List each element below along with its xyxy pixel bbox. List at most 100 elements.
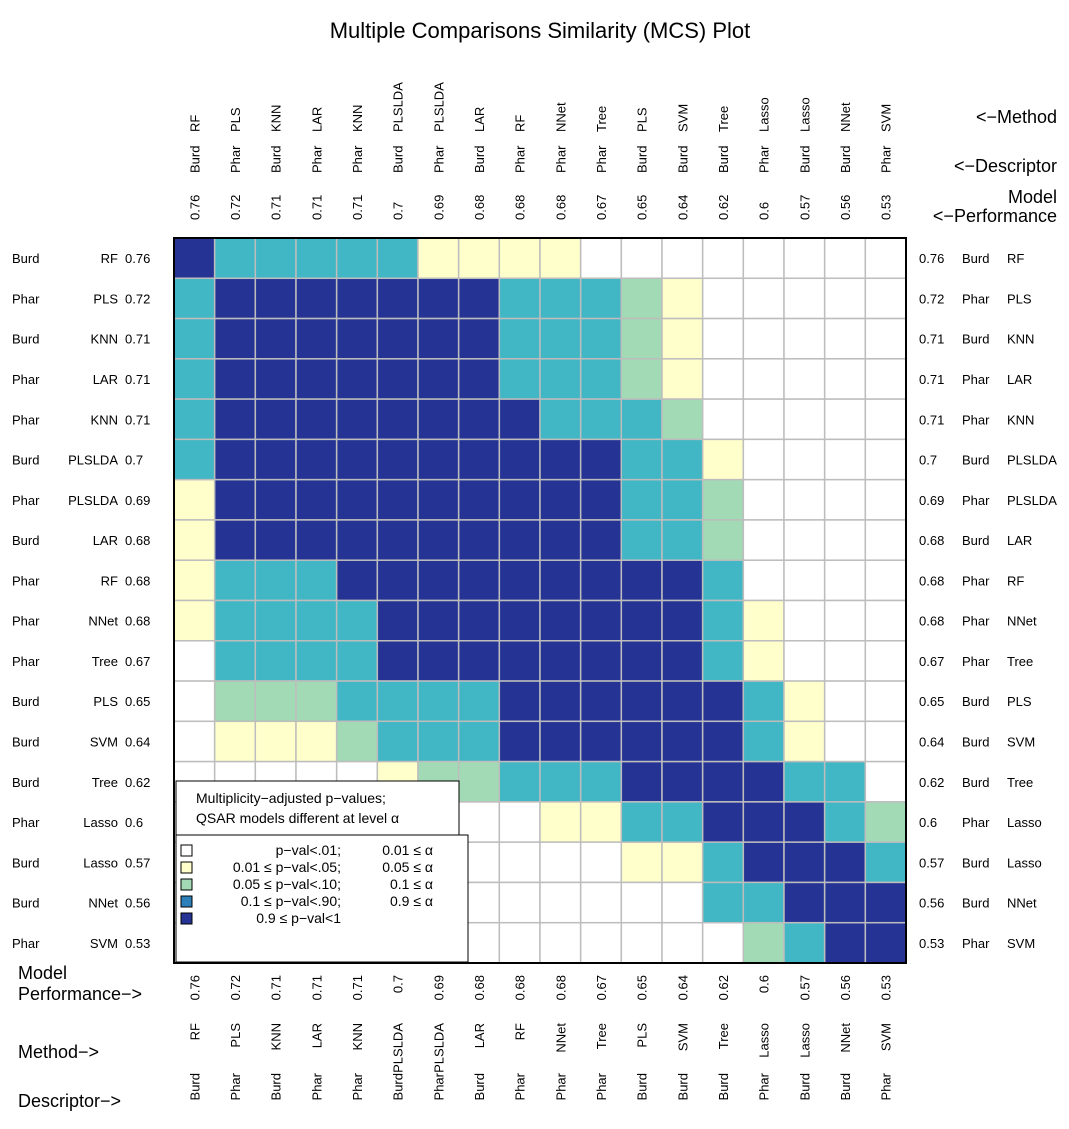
top-performance-label-4: 0.71 <box>350 195 365 220</box>
heatmap-cell-6-12 <box>661 478 704 521</box>
bottom-descriptor-label-9: Phar <box>553 1072 568 1100</box>
heatmap-cell-10-11 <box>620 640 663 682</box>
heatmap-cell-0-15 <box>783 237 826 280</box>
heatmap-cell-8-16 <box>823 559 867 602</box>
bottom-descriptor-label-8: Phar <box>513 1072 528 1100</box>
heatmap-cell-4-13 <box>701 398 745 441</box>
heatmap-cell-7-16 <box>823 519 867 561</box>
heatmap-cell-9-0 <box>173 599 216 642</box>
bottom-performance-label-5: 0.7 <box>391 975 406 993</box>
heatmap-cell-17-17 <box>864 921 907 964</box>
heatmap-cell-15-16 <box>823 841 867 884</box>
heatmap-cell-1-3 <box>295 277 338 320</box>
left-axis-labels: Burd RF 0.76 Phar PLS 0.72 Burd KNN 0.71 Phar LAR 0… <box>12 251 150 951</box>
left-method-label-1: PLS <box>93 291 118 306</box>
heatmap-cell-1-9 <box>539 277 582 320</box>
heatmap-cell-10-6 <box>417 640 460 682</box>
right-method-label-6: PLSLDA <box>1007 493 1057 508</box>
heatmap-cell-17-14 <box>742 921 785 964</box>
bottom-method-label-4: KNN <box>350 1023 365 1050</box>
heatmap-cell-7-10 <box>579 519 623 561</box>
right-method-label-3: LAR <box>1007 372 1032 387</box>
heatmap-cell-5-8 <box>498 438 541 481</box>
top-descriptor-label-6: Phar <box>431 145 446 173</box>
heatmap-cell-5-13 <box>701 438 745 481</box>
left-performance-label-16: 0.56 <box>125 896 150 911</box>
heatmap-cell-13-16 <box>823 760 867 803</box>
heatmap-cell-8-5 <box>376 559 419 602</box>
right-performance-label-11: 0.65 <box>919 694 944 709</box>
heatmap-cell-0-3 <box>295 237 338 280</box>
bottom-descriptor-label-2: Burd <box>269 1073 284 1100</box>
top-descriptor-label-7: Burd <box>472 146 487 173</box>
heatmap-cell-2-0 <box>173 317 216 360</box>
heatmap-cell-8-1 <box>213 559 257 602</box>
heatmap-cell-10-7 <box>457 640 501 682</box>
heatmap-cell-3-7 <box>457 358 501 400</box>
top-descriptor-label-1: Phar <box>228 145 243 173</box>
top-descriptor-label-2: Burd <box>269 146 284 173</box>
heatmap-cell-13-12 <box>661 760 704 803</box>
heatmap-cell-13-14 <box>742 760 785 803</box>
left-descriptor-label-17: Phar <box>12 936 40 951</box>
heatmap-cell-6-1 <box>213 478 257 521</box>
legend-swatch-2 <box>180 878 193 891</box>
heatmap-cell-7-14 <box>742 519 785 561</box>
heatmap-cell-4-6 <box>417 398 460 441</box>
heatmap-cell-0-11 <box>620 237 663 280</box>
heatmap-cell-15-12 <box>661 841 704 884</box>
left-method-label-5: PLSLDA <box>68 453 118 468</box>
heatmap-cell-1-16 <box>823 277 867 320</box>
left-performance-label-17: 0.53 <box>125 936 150 951</box>
top-performance-label-9: 0.68 <box>553 195 568 220</box>
legend-box <box>175 834 469 963</box>
heatmap-cell-0-16 <box>823 237 867 280</box>
heatmap-cell-0-5 <box>376 237 419 280</box>
heatmap-cell-9-2 <box>254 599 297 642</box>
left-method-label-10: Tree <box>92 654 118 669</box>
left-method-label-0: RF <box>101 251 118 266</box>
left-descriptor-label-0: Burd <box>12 251 39 266</box>
heatmap-cell-11-2 <box>254 680 297 723</box>
bottom-descriptor-label-11: Burd <box>635 1073 650 1100</box>
heatmap-cell-0-14 <box>742 237 785 280</box>
bottom-performance-label-7: 0.68 <box>472 975 487 1000</box>
bottom-method-label-8: RF <box>513 1023 528 1040</box>
right-performance-label-9: 0.68 <box>919 614 944 629</box>
heatmap-cell-0-0 <box>173 237 216 280</box>
heatmap-cell-7-17 <box>864 519 907 561</box>
heatmap-cell-8-11 <box>620 559 663 602</box>
heatmap-cell-4-15 <box>783 398 826 441</box>
heatmap-cell-0-6 <box>417 237 460 280</box>
left-method-label-9: NNet <box>88 614 118 629</box>
heatmap-cell-10-8 <box>498 640 541 682</box>
bottom-performance-label-4: 0.71 <box>350 975 365 1000</box>
top-performance-label-3: 0.71 <box>309 195 324 220</box>
heatmap-cell-9-5 <box>376 599 419 642</box>
heatmap-cell-7-15 <box>783 519 826 561</box>
left-performance-label-0: 0.76 <box>125 251 150 266</box>
top-performance-label-15: 0.57 <box>797 195 812 220</box>
heatmap-cell-15-9 <box>539 841 582 884</box>
top-method-label-17: SVM <box>879 104 894 132</box>
heatmap-cell-9-10 <box>579 599 623 642</box>
heatmap-cell-12-6 <box>417 720 460 763</box>
top-axis-labels: 0.76 Burd RF 0.72 Phar PLS 0.71 Burd KNN 0.71 Phar… <box>187 82 893 220</box>
right-descriptor-label-6: Phar <box>962 493 990 508</box>
right-performance-label-14: 0.6 <box>919 815 937 830</box>
heatmap-cell-10-12 <box>661 640 704 682</box>
legend-pval-label-2: 0.05 ≤ p−val<.10; <box>233 876 341 892</box>
left-method-label-16: NNet <box>88 896 118 911</box>
right-method-label-1: PLS <box>1007 291 1032 306</box>
heatmap-cell-4-7 <box>457 398 501 441</box>
bottom-method-label-17: SVM <box>879 1023 894 1051</box>
heatmap-cell-12-4 <box>335 720 379 763</box>
heatmap-cell-8-3 <box>295 559 338 602</box>
top-descriptor-label-8: Phar <box>513 145 528 173</box>
left-descriptor-label-9: Phar <box>12 614 40 629</box>
top-descriptor-label-0: Burd <box>187 146 202 173</box>
top-descriptor-label-4: Phar <box>350 145 365 173</box>
legend: Multiplicity−adjusted p−values; QSAR mod… <box>175 780 469 963</box>
bottom-method-label-12: SVM <box>675 1023 690 1051</box>
